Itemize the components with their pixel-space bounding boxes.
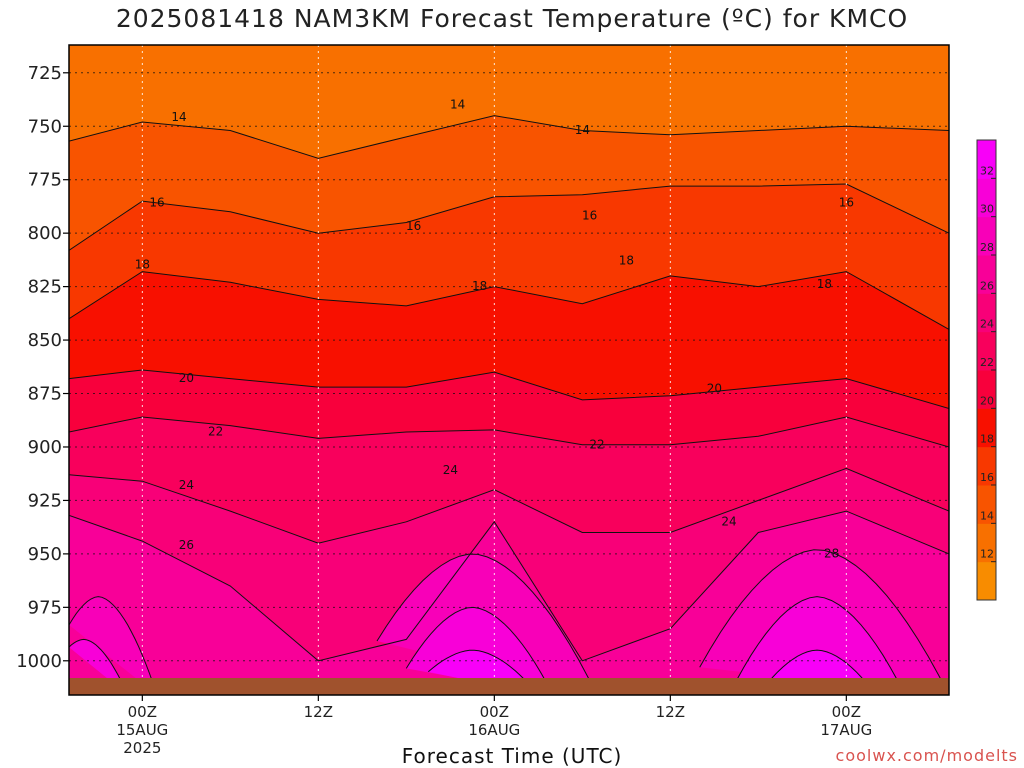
x-tick-label: 00Z bbox=[128, 703, 157, 721]
contour-label: 24 bbox=[443, 463, 458, 477]
warm-dome-isotherm-7 bbox=[69, 638, 129, 695]
plot-frame bbox=[68, 44, 950, 696]
colorbar-swatch bbox=[977, 293, 996, 333]
y-tick-label: 975 bbox=[28, 597, 62, 618]
colorbar-label: 28 bbox=[980, 241, 994, 254]
x-axis-label: Forecast Time (UTC) bbox=[401, 744, 623, 768]
colorbar-label: 24 bbox=[980, 318, 994, 331]
warm-dome-band-4 bbox=[729, 596, 905, 695]
contour-label: 16 bbox=[839, 196, 854, 210]
y-tick-label: 950 bbox=[28, 544, 62, 565]
source-watermark: coolwx.com/modelts bbox=[835, 746, 1018, 765]
x-tick-label: 15AUG bbox=[116, 721, 168, 739]
colorbar-swatch bbox=[977, 485, 996, 524]
colorbar-swatch bbox=[977, 408, 996, 448]
y-tick-label: 850 bbox=[28, 330, 62, 351]
contour-label: 20 bbox=[707, 382, 722, 396]
colorbar-swatch bbox=[977, 331, 996, 371]
contour-label: 18 bbox=[817, 277, 832, 291]
warm-dome-isotherm-5 bbox=[757, 649, 877, 695]
colorbar-label: 16 bbox=[980, 471, 994, 484]
x-tick-label: 17AUG bbox=[820, 721, 872, 739]
temperature-colorbar: 12 14 16 18 20 22 24 26 28 30 32 bbox=[976, 139, 997, 601]
chart-title: 2025081418 NAM3KM Forecast Temperature (… bbox=[115, 4, 909, 33]
contour-label: 16 bbox=[149, 196, 164, 210]
colorbar-swatch bbox=[977, 446, 996, 486]
isotherm-14 bbox=[69, 115, 949, 159]
contour-label: 22 bbox=[589, 437, 604, 451]
contour-label: 14 bbox=[171, 110, 186, 124]
temperature-fill-layer bbox=[69, 45, 949, 695]
y-tick-label: 725 bbox=[28, 63, 62, 84]
contour-label: 14 bbox=[575, 123, 590, 137]
isotherm-26 bbox=[69, 510, 949, 662]
contour-label: 22 bbox=[208, 425, 223, 439]
y-tick-label: 900 bbox=[28, 437, 62, 458]
warm-dome-isotherm-4 bbox=[728, 596, 906, 695]
colorbar-label: 32 bbox=[980, 164, 994, 177]
colorbar-swatch bbox=[977, 561, 996, 601]
x-tick-label: 12Z bbox=[656, 703, 685, 721]
warm-dome-isotherm-3 bbox=[699, 549, 949, 695]
warm-dome-band-6 bbox=[69, 596, 157, 695]
y-tick-label: 750 bbox=[28, 116, 62, 137]
colorbar-label: 30 bbox=[980, 203, 994, 216]
x-tick-label: 2025 bbox=[123, 739, 161, 757]
x-tick-label: 00Z bbox=[832, 703, 861, 721]
y-tick-label: 825 bbox=[28, 277, 62, 298]
y-tick-label: 875 bbox=[28, 384, 62, 405]
contour-label: 18 bbox=[135, 258, 150, 272]
contour-label: 18 bbox=[619, 253, 634, 267]
colorbar-label: 20 bbox=[980, 394, 994, 407]
contour-label: 16 bbox=[582, 209, 597, 223]
contour-label: 16 bbox=[406, 219, 421, 233]
contour-label: 18 bbox=[472, 279, 487, 293]
contour-label: 28 bbox=[824, 546, 839, 560]
y-tick-label: 800 bbox=[28, 223, 62, 244]
warm-dome-isotherm-6 bbox=[69, 596, 158, 695]
colorbar-swatch bbox=[977, 178, 996, 218]
colorbar-label: 22 bbox=[980, 356, 994, 369]
y-axis-ticks: 725 750 775 800 825 850 875 900 925 950 975 1000 bbox=[16, 63, 69, 672]
y-tick-label: 925 bbox=[28, 490, 62, 511]
contour-label: 14 bbox=[450, 97, 465, 111]
isotherm-contour-layer bbox=[69, 115, 949, 695]
x-tick-label: 16AUG bbox=[468, 721, 520, 739]
colorbar-swatch bbox=[977, 523, 996, 563]
warm-dome-isotherm-1 bbox=[405, 606, 554, 695]
colorbar-label: 18 bbox=[980, 433, 994, 446]
colorbar-swatch bbox=[977, 255, 996, 294]
colorbar-label: 12 bbox=[980, 548, 994, 561]
colorbar-swatch bbox=[977, 370, 996, 409]
contour-labels: 14 14 14 16 16 16 16 18 18 18 18 20 20 22 22 24 24 24 26 28 bbox=[135, 97, 854, 560]
x-tick-label: 12Z bbox=[304, 703, 333, 721]
contour-label: 24 bbox=[721, 514, 736, 528]
isotherm-20 bbox=[69, 369, 949, 409]
y-tick-label: 775 bbox=[28, 170, 62, 191]
contour-label: 20 bbox=[179, 371, 194, 385]
warm-dome-isotherm-2 bbox=[427, 649, 539, 695]
surface-ground bbox=[69, 678, 949, 695]
colorbar-swatch bbox=[977, 140, 996, 179]
grid-lines bbox=[69, 45, 949, 695]
warm-dome-isotherm-0 bbox=[376, 553, 598, 695]
colorbar-label: 14 bbox=[980, 509, 994, 522]
contour-label: 26 bbox=[179, 538, 194, 552]
contour-label: 24 bbox=[179, 478, 194, 492]
y-tick-label: 1000 bbox=[16, 651, 62, 672]
x-tick-label: 00Z bbox=[480, 703, 509, 721]
colorbar-label: 26 bbox=[980, 279, 994, 292]
colorbar-swatch bbox=[977, 216, 996, 256]
